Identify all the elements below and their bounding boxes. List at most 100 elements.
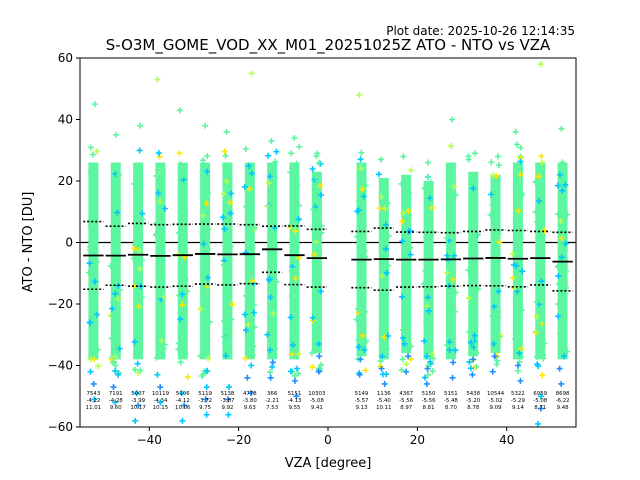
scatter-point (245, 321, 252, 328)
scatter-point (355, 344, 362, 351)
scatter-point (137, 367, 144, 374)
scatter-point (538, 278, 545, 285)
scatter-point (157, 384, 164, 391)
scatter-point (383, 371, 390, 378)
chart-title: S-O3M_GOME_VOD_XX_M01_20251025Z ATO - NT… (106, 36, 551, 55)
scatter-point (248, 362, 255, 369)
scatter-point (225, 255, 232, 262)
bin-std: 9.60 (110, 405, 123, 411)
scatter-point (532, 179, 539, 186)
x-tick-label: −20 (226, 433, 251, 447)
bin-mean: -4.12 (176, 398, 190, 404)
bin-std: 10.06 (175, 405, 191, 411)
scatter-point (175, 230, 182, 236)
bin-count: 5322 (511, 391, 525, 397)
scatter-point (516, 358, 523, 365)
scatter-point (470, 356, 477, 363)
scatter-point (251, 224, 258, 231)
scatter-point (287, 314, 294, 321)
scatter-point (267, 294, 274, 301)
bin-std: 11.01 (86, 405, 101, 411)
scatter-point (452, 347, 459, 354)
scatter-point (154, 76, 161, 83)
scatter-point (470, 185, 477, 192)
scatter-point (292, 275, 299, 282)
scatter-point (423, 318, 430, 325)
scatter-point (293, 160, 300, 167)
scatter-point (444, 252, 451, 259)
scatter-point (179, 231, 186, 238)
scatter-point (199, 232, 206, 239)
scatter-point (519, 192, 526, 199)
scatter-point (273, 278, 280, 285)
axes: −40 −20 0 20 40 −60 −40 −20 0 20 40 60 (48, 51, 577, 447)
scatter-point (204, 274, 211, 281)
scatter-point (202, 285, 209, 292)
scatter-point (555, 313, 562, 320)
scatter-point (309, 165, 316, 172)
scatter-point (220, 318, 227, 325)
bin-std: 8.70 (445, 405, 458, 411)
scatter-point (451, 308, 458, 315)
scatter-point (514, 362, 521, 369)
scatter-point (251, 324, 258, 331)
scatter-point (558, 235, 565, 242)
scatter-point (109, 305, 116, 312)
scatter-point (223, 128, 230, 135)
scatter-point (223, 178, 230, 185)
scatter-column (311, 171, 322, 354)
scatter-point (264, 203, 271, 210)
scatter-point (177, 161, 184, 168)
scatter-point (181, 235, 188, 242)
scatter-point (202, 396, 209, 403)
scatter-point (86, 319, 93, 326)
scatter-point (407, 227, 414, 234)
scatter-point (468, 272, 475, 279)
y-axis-label: ATO - NTO [DU] (21, 192, 36, 293)
x-tick-label: −40 (137, 433, 162, 447)
scatter-point (226, 199, 233, 206)
scatter-point (265, 152, 272, 159)
scatter-point (534, 353, 541, 360)
scatter-point (512, 335, 519, 342)
scatter-point (135, 167, 142, 174)
scatter-point (295, 215, 302, 222)
scatter-point (115, 198, 122, 205)
scatter-column (401, 174, 412, 354)
scatter-point (312, 174, 319, 181)
scatter-point (206, 319, 213, 326)
scatter-point (554, 182, 561, 189)
scatter-point (136, 265, 143, 272)
scatter-point (469, 371, 476, 378)
scatter-point (359, 185, 366, 192)
scatter-point (446, 347, 453, 354)
scatter-point (202, 263, 209, 270)
scatter-point (112, 290, 119, 297)
scatter-point (510, 285, 517, 292)
scatter-column (177, 162, 188, 360)
scatter-point (539, 372, 546, 379)
scatter-point (204, 246, 211, 253)
bin-mean: -5.08 (310, 398, 325, 404)
scatter-point (403, 361, 410, 368)
scatter-point (269, 359, 276, 366)
scatter-point (514, 288, 521, 295)
scatter-point (557, 217, 564, 224)
bin-mean: -5.56 (422, 398, 437, 404)
y-tick-label: −20 (48, 297, 73, 311)
scatter-point (537, 393, 544, 400)
scatter-point (405, 353, 412, 360)
scatter-point (250, 343, 257, 350)
scatter-point (243, 203, 250, 210)
scatter-point (559, 268, 566, 275)
scatter-point (89, 151, 96, 158)
bin-count: 5119 (198, 391, 212, 397)
scatter-point (200, 157, 207, 164)
scatter-column (133, 162, 144, 360)
scatter-point (381, 229, 388, 236)
scatter-point (294, 182, 301, 189)
scatter-point (490, 340, 497, 347)
scatter-point (318, 222, 325, 229)
scatter-point (564, 211, 571, 218)
